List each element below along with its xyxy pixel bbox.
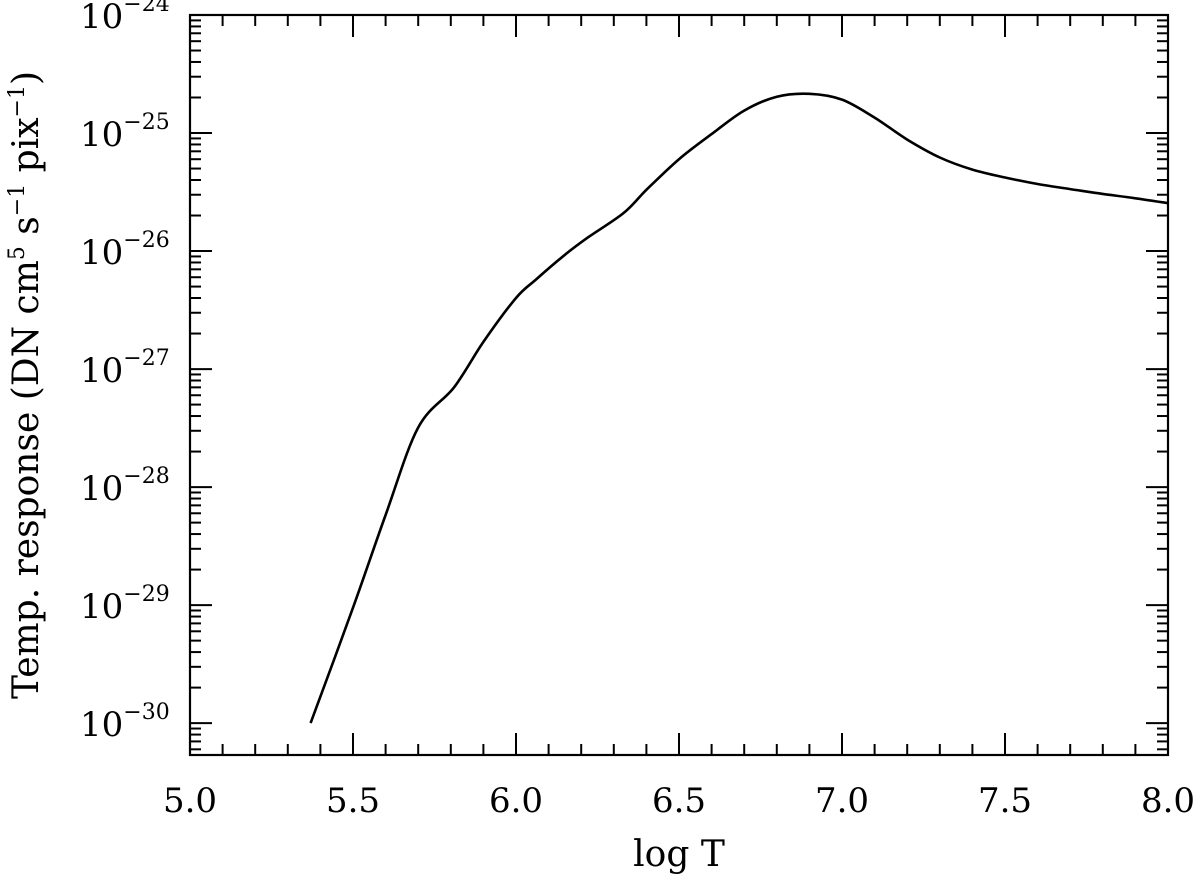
y-axis-label-mid1: s (6, 216, 47, 246)
y-tick-label: 10−24 (80, 0, 170, 37)
minor-ticks (190, 15, 1168, 755)
x-tick-label: 6.0 (489, 781, 543, 821)
x-tick-label: 7.0 (815, 781, 869, 821)
x-tick-label: 8.0 (1141, 781, 1195, 821)
y-axis-label-mid2: pix (6, 117, 47, 183)
y-tick-label: 10−28 (80, 464, 170, 509)
x-tick-label: 5.0 (163, 781, 217, 821)
y-tick-label: 10−27 (80, 346, 170, 391)
x-tick-label: 5.5 (326, 781, 380, 821)
y-axis-label-sup3: −1 (5, 85, 30, 117)
x-axis-label: log T (633, 834, 725, 875)
y-axis-label-end: ) (6, 71, 47, 85)
y-tick-label: 10−25 (80, 110, 170, 155)
y-tick-label: 10−26 (80, 228, 170, 273)
x-tick-label: 7.5 (978, 781, 1032, 821)
y-axis-label-sup1: 5 (5, 246, 30, 260)
y-axis-label: Temp. response (DN cm5 s−1 pix−1) (5, 71, 47, 699)
series-line-temp-response (309, 92, 1169, 724)
plot-frame (188, 13, 1170, 757)
x-tick-labels: 5.0 5.5 6.0 6.5 7.0 7.5 8.0 (163, 781, 1195, 821)
y-axis-label-sup2: −1 (5, 184, 30, 216)
y-axis-label-main: Temp. response (DN cm (6, 260, 47, 699)
x-tick-label: 6.5 (652, 781, 706, 821)
y-tick-label: 10−30 (80, 700, 170, 745)
y-tick-label: 10−29 (80, 582, 170, 627)
y-tick-labels: 10−24 10−25 10−26 10−27 10−28 10−29 10−30 (80, 0, 170, 745)
